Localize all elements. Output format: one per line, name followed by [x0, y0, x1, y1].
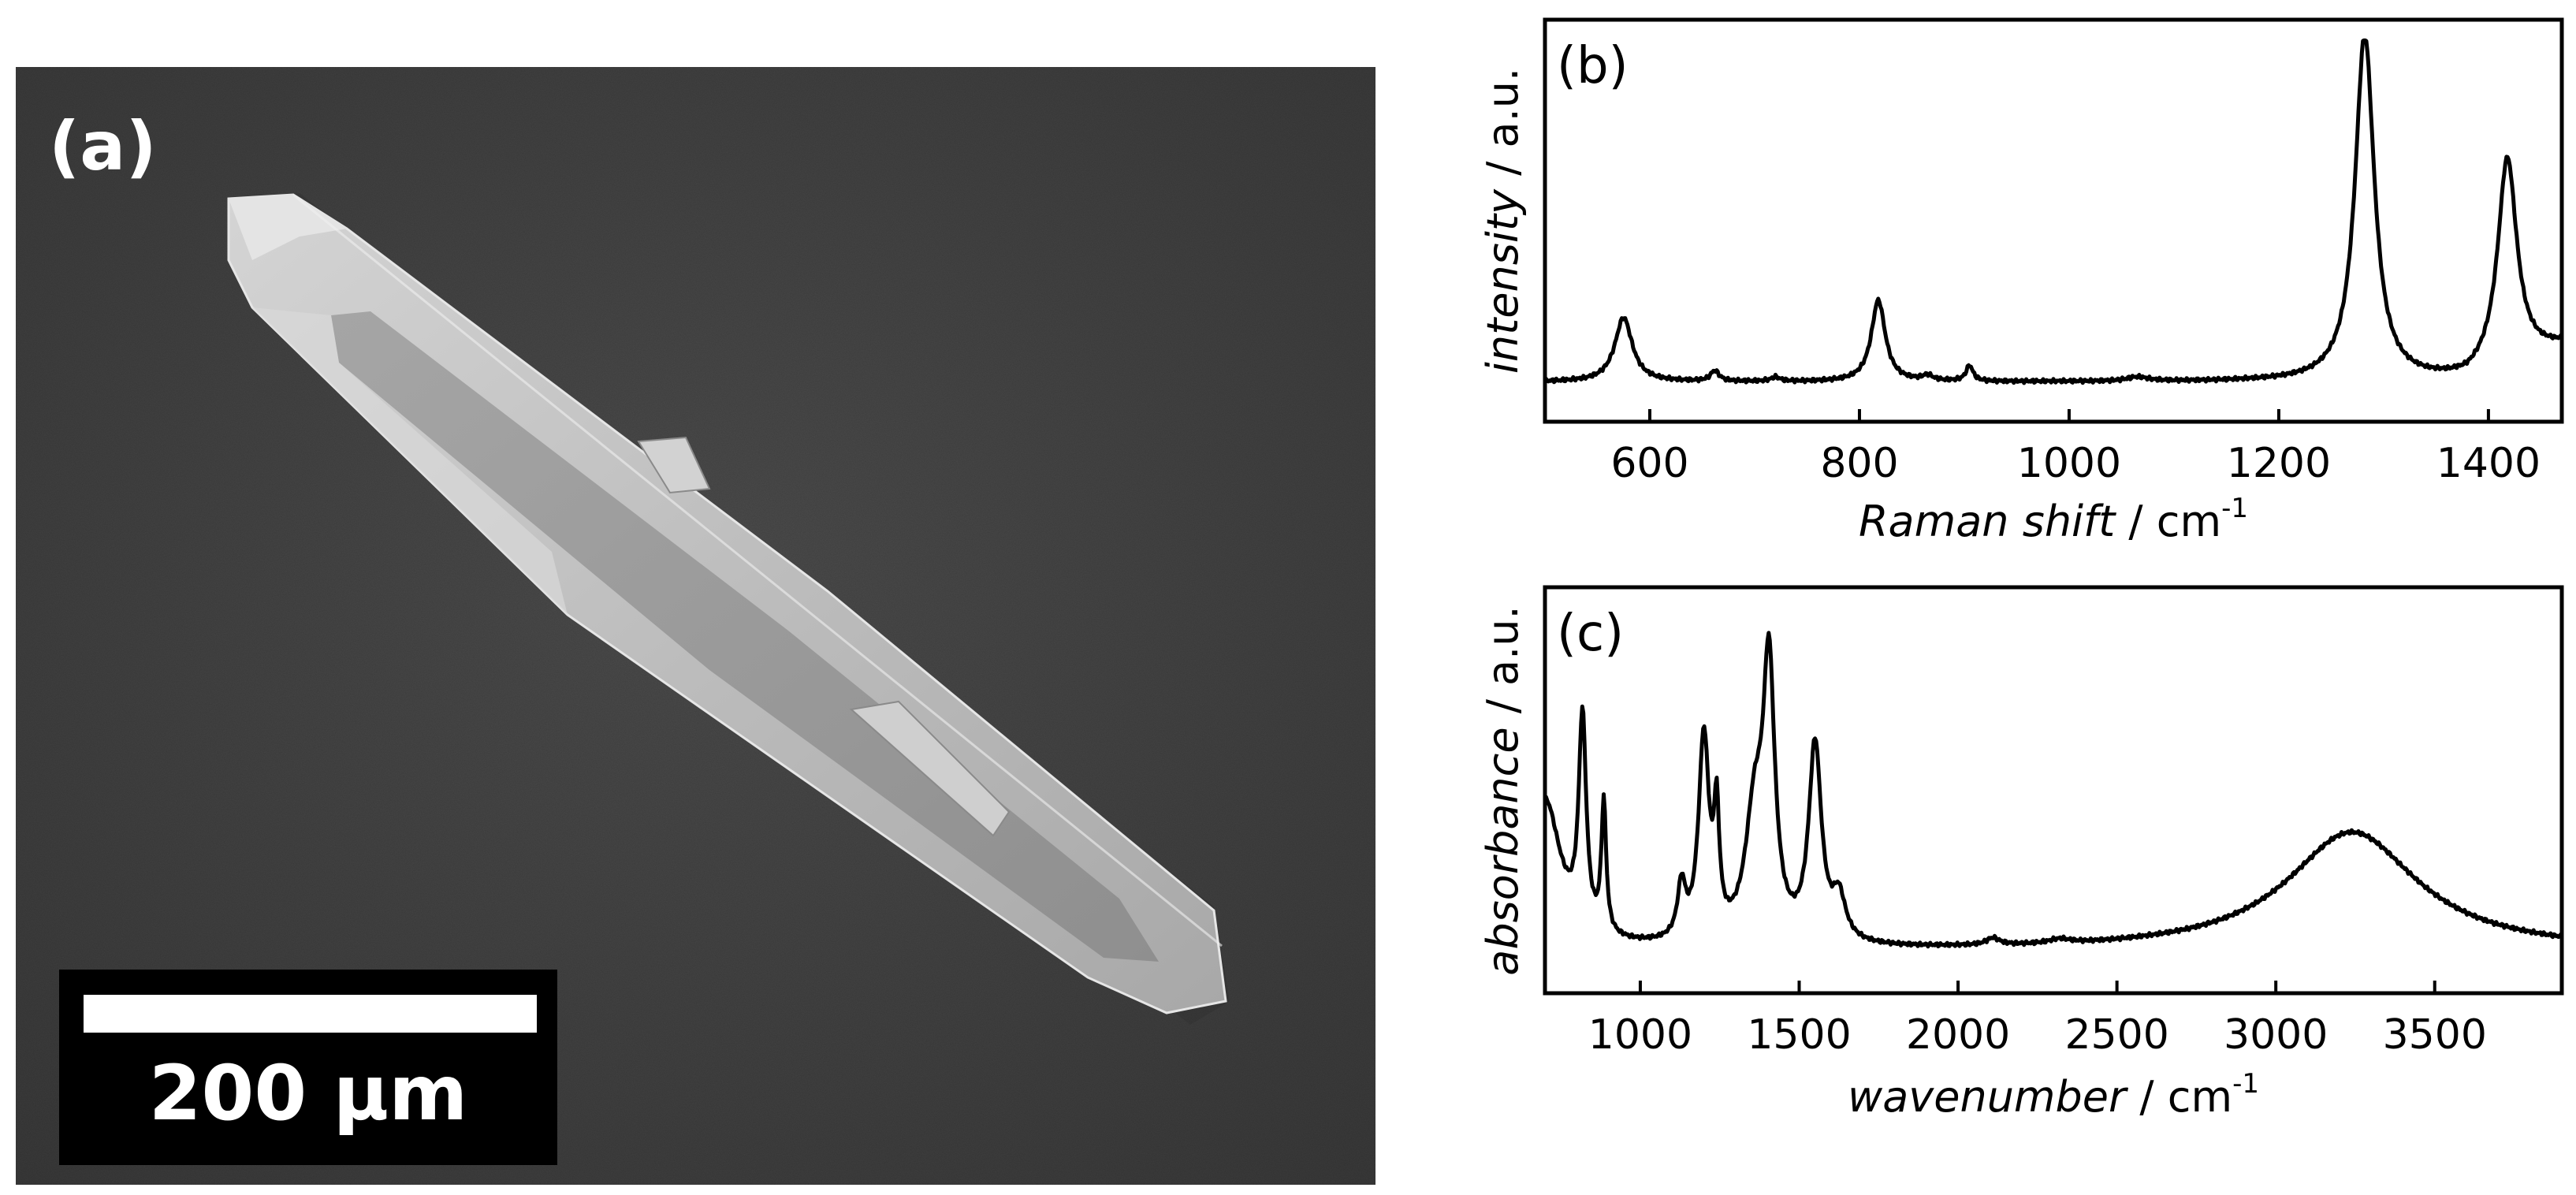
raman-x-tick-label-600: 600	[1610, 440, 1688, 487]
raman-x-tick-label-1000: 1000	[2017, 440, 2121, 487]
raman-y-axis-label: intensity / a.u.	[1478, 68, 1528, 374]
ir-x-axis-label-italic: wavenumber	[1848, 1072, 2128, 1122]
crystal-inclusion-1	[849, 700, 1011, 837]
ir-x-tick-label-1500: 1500	[1747, 1011, 1851, 1059]
ir-y-axis-label-unit: / a.u.	[1478, 605, 1528, 727]
ir-y-axis-label: absorbance / a.u.	[1478, 605, 1528, 975]
ir-series-line	[1543, 631, 2564, 949]
crystal-edge-line	[292, 193, 1223, 947]
raman-x-ticks: 600 800 1000 1200 1400	[1610, 409, 2541, 487]
ir-x-tick-label-3000: 3000	[2224, 1011, 2328, 1059]
crystal-inclusion-2	[637, 436, 711, 494]
scale-bar-line	[84, 995, 537, 1033]
ir-panel-label: (c)	[1557, 605, 1624, 663]
raman-panel-label: (b)	[1557, 37, 1629, 95]
crystal-facet-top	[229, 195, 347, 260]
ir-plot-frame	[1543, 585, 2564, 996]
raman-x-axis-label-italic: Raman shift	[1859, 497, 2116, 546]
raman-y-axis-label-italic: intensity	[1478, 188, 1528, 374]
scale-bar-text: 200 µm	[149, 1049, 467, 1137]
crystal	[227, 193, 1230, 1025]
ir-x-tick-label-2000: 2000	[1906, 1011, 2010, 1059]
crystal-facet-highlight	[252, 307, 568, 615]
raman-chart: (b) 600 800 1000 1200 1400 Raman shift / cm-…	[1478, 17, 2564, 546]
ir-x-ticks: 1000 1500 2000 2500 3000 3500	[1588, 981, 2487, 1059]
raman-x-axis-label-unit: / cm	[2115, 497, 2221, 546]
ir-x-axis-label-unit: / cm	[2126, 1072, 2232, 1122]
raman-x-tick-label-1400: 1400	[2436, 440, 2541, 487]
ir-x-tick-label-2500: 2500	[2064, 1011, 2168, 1059]
ir-x-axis-label: wavenumber / cm-1	[1848, 1068, 2259, 1122]
raman-y-axis-label-unit: / a.u.	[1478, 68, 1528, 189]
scale-bar: 200 µm	[59, 970, 557, 1165]
ir-x-tick-label-3500: 3500	[2383, 1011, 2487, 1059]
ir-chart: (c) 1000 1500 2000 2500 3000 3500 wavenumber …	[1478, 585, 2564, 1122]
raman-series-line	[1543, 38, 2564, 385]
panel-a-label: (a)	[49, 107, 157, 186]
ir-x-axis-label-sup: -1	[2232, 1068, 2259, 1100]
raman-x-tick-label-800: 800	[1820, 440, 1898, 487]
raman-x-axis-label: Raman shift / cm-1	[1859, 493, 2248, 546]
ir-y-axis-label-italic: absorbance	[1478, 727, 1528, 975]
ir-x-tick-label-1000: 1000	[1588, 1011, 1692, 1059]
panel-a-micrograph: (a) 200 µm	[16, 67, 1375, 1185]
raman-plot-frame	[1543, 17, 2564, 424]
raman-x-tick-label-1200: 1200	[2227, 440, 2331, 487]
raman-x-axis-label-sup: -1	[2221, 493, 2248, 524]
